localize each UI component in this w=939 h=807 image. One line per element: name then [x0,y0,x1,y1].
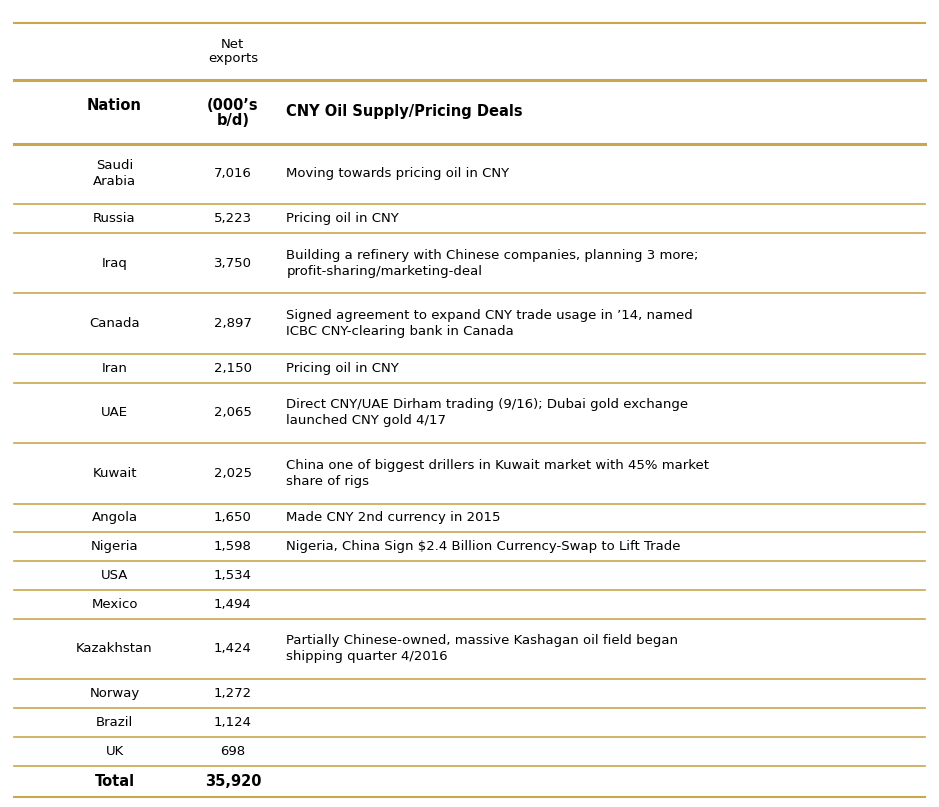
Text: Nigeria, China Sign $2.4 Billion Currency-Swap to Lift Trade: Nigeria, China Sign $2.4 Billion Currenc… [286,540,681,554]
Text: Net: Net [222,38,244,51]
Text: Pricing oil in CNY: Pricing oil in CNY [286,212,399,225]
Text: 1,534: 1,534 [214,569,252,582]
Text: 2,897: 2,897 [214,317,252,330]
Text: exports: exports [208,52,258,65]
Text: 3,750: 3,750 [214,257,252,270]
Text: 1,494: 1,494 [214,598,252,611]
Text: CNY Oil Supply/Pricing Deals: CNY Oil Supply/Pricing Deals [286,104,523,119]
Text: b/d): b/d) [216,113,250,128]
Text: Kuwait: Kuwait [92,466,137,480]
Text: Direct CNY/UAE Dirham trading (9/16); Dubai gold exchange
launched CNY gold 4/17: Direct CNY/UAE Dirham trading (9/16); Du… [286,399,688,428]
Text: 1,598: 1,598 [214,540,252,554]
Text: 7,016: 7,016 [214,167,252,180]
Text: Made CNY 2nd currency in 2015: Made CNY 2nd currency in 2015 [286,512,500,525]
Text: Signed agreement to expand CNY trade usage in ’14, named
ICBC CNY-clearing bank : Signed agreement to expand CNY trade usa… [286,309,693,338]
Text: Moving towards pricing oil in CNY: Moving towards pricing oil in CNY [286,167,510,180]
Text: (000’s: (000’s [208,98,258,113]
Text: 35,920: 35,920 [205,774,261,789]
Text: Russia: Russia [93,212,136,225]
Text: UAE: UAE [101,407,128,420]
Text: Building a refinery with Chinese companies, planning 3 more;
profit-sharing/mark: Building a refinery with Chinese compani… [286,249,699,278]
Text: 2,150: 2,150 [214,362,252,374]
Text: Angola: Angola [91,512,138,525]
Text: Pricing oil in CNY: Pricing oil in CNY [286,362,399,374]
Text: Brazil: Brazil [96,716,133,729]
Text: Kazakhstan: Kazakhstan [76,642,153,655]
Text: USA: USA [100,569,129,582]
Text: Iran: Iran [101,362,128,374]
Text: UK: UK [105,745,124,758]
Text: Canada: Canada [89,317,140,330]
Text: 1,424: 1,424 [214,642,252,655]
Text: 1,124: 1,124 [214,716,252,729]
Text: Nation: Nation [87,98,142,113]
Text: China one of biggest drillers in Kuwait market with 45% market
share of rigs: China one of biggest drillers in Kuwait … [286,459,709,487]
Text: Iraq: Iraq [101,257,128,270]
Text: 1,650: 1,650 [214,512,252,525]
Text: Saudi
Arabia: Saudi Arabia [93,159,136,188]
Text: 1,272: 1,272 [214,687,252,700]
Text: Total: Total [95,774,134,789]
Text: Mexico: Mexico [91,598,138,611]
Text: Norway: Norway [89,687,140,700]
Text: 2,025: 2,025 [214,466,252,480]
Text: 2,065: 2,065 [214,407,252,420]
Text: Nigeria: Nigeria [91,540,138,554]
Text: 5,223: 5,223 [214,212,252,225]
Text: 698: 698 [221,745,245,758]
Text: Partially Chinese-owned, massive Kashagan oil field began
shipping quarter 4/201: Partially Chinese-owned, massive Kashaga… [286,634,678,663]
